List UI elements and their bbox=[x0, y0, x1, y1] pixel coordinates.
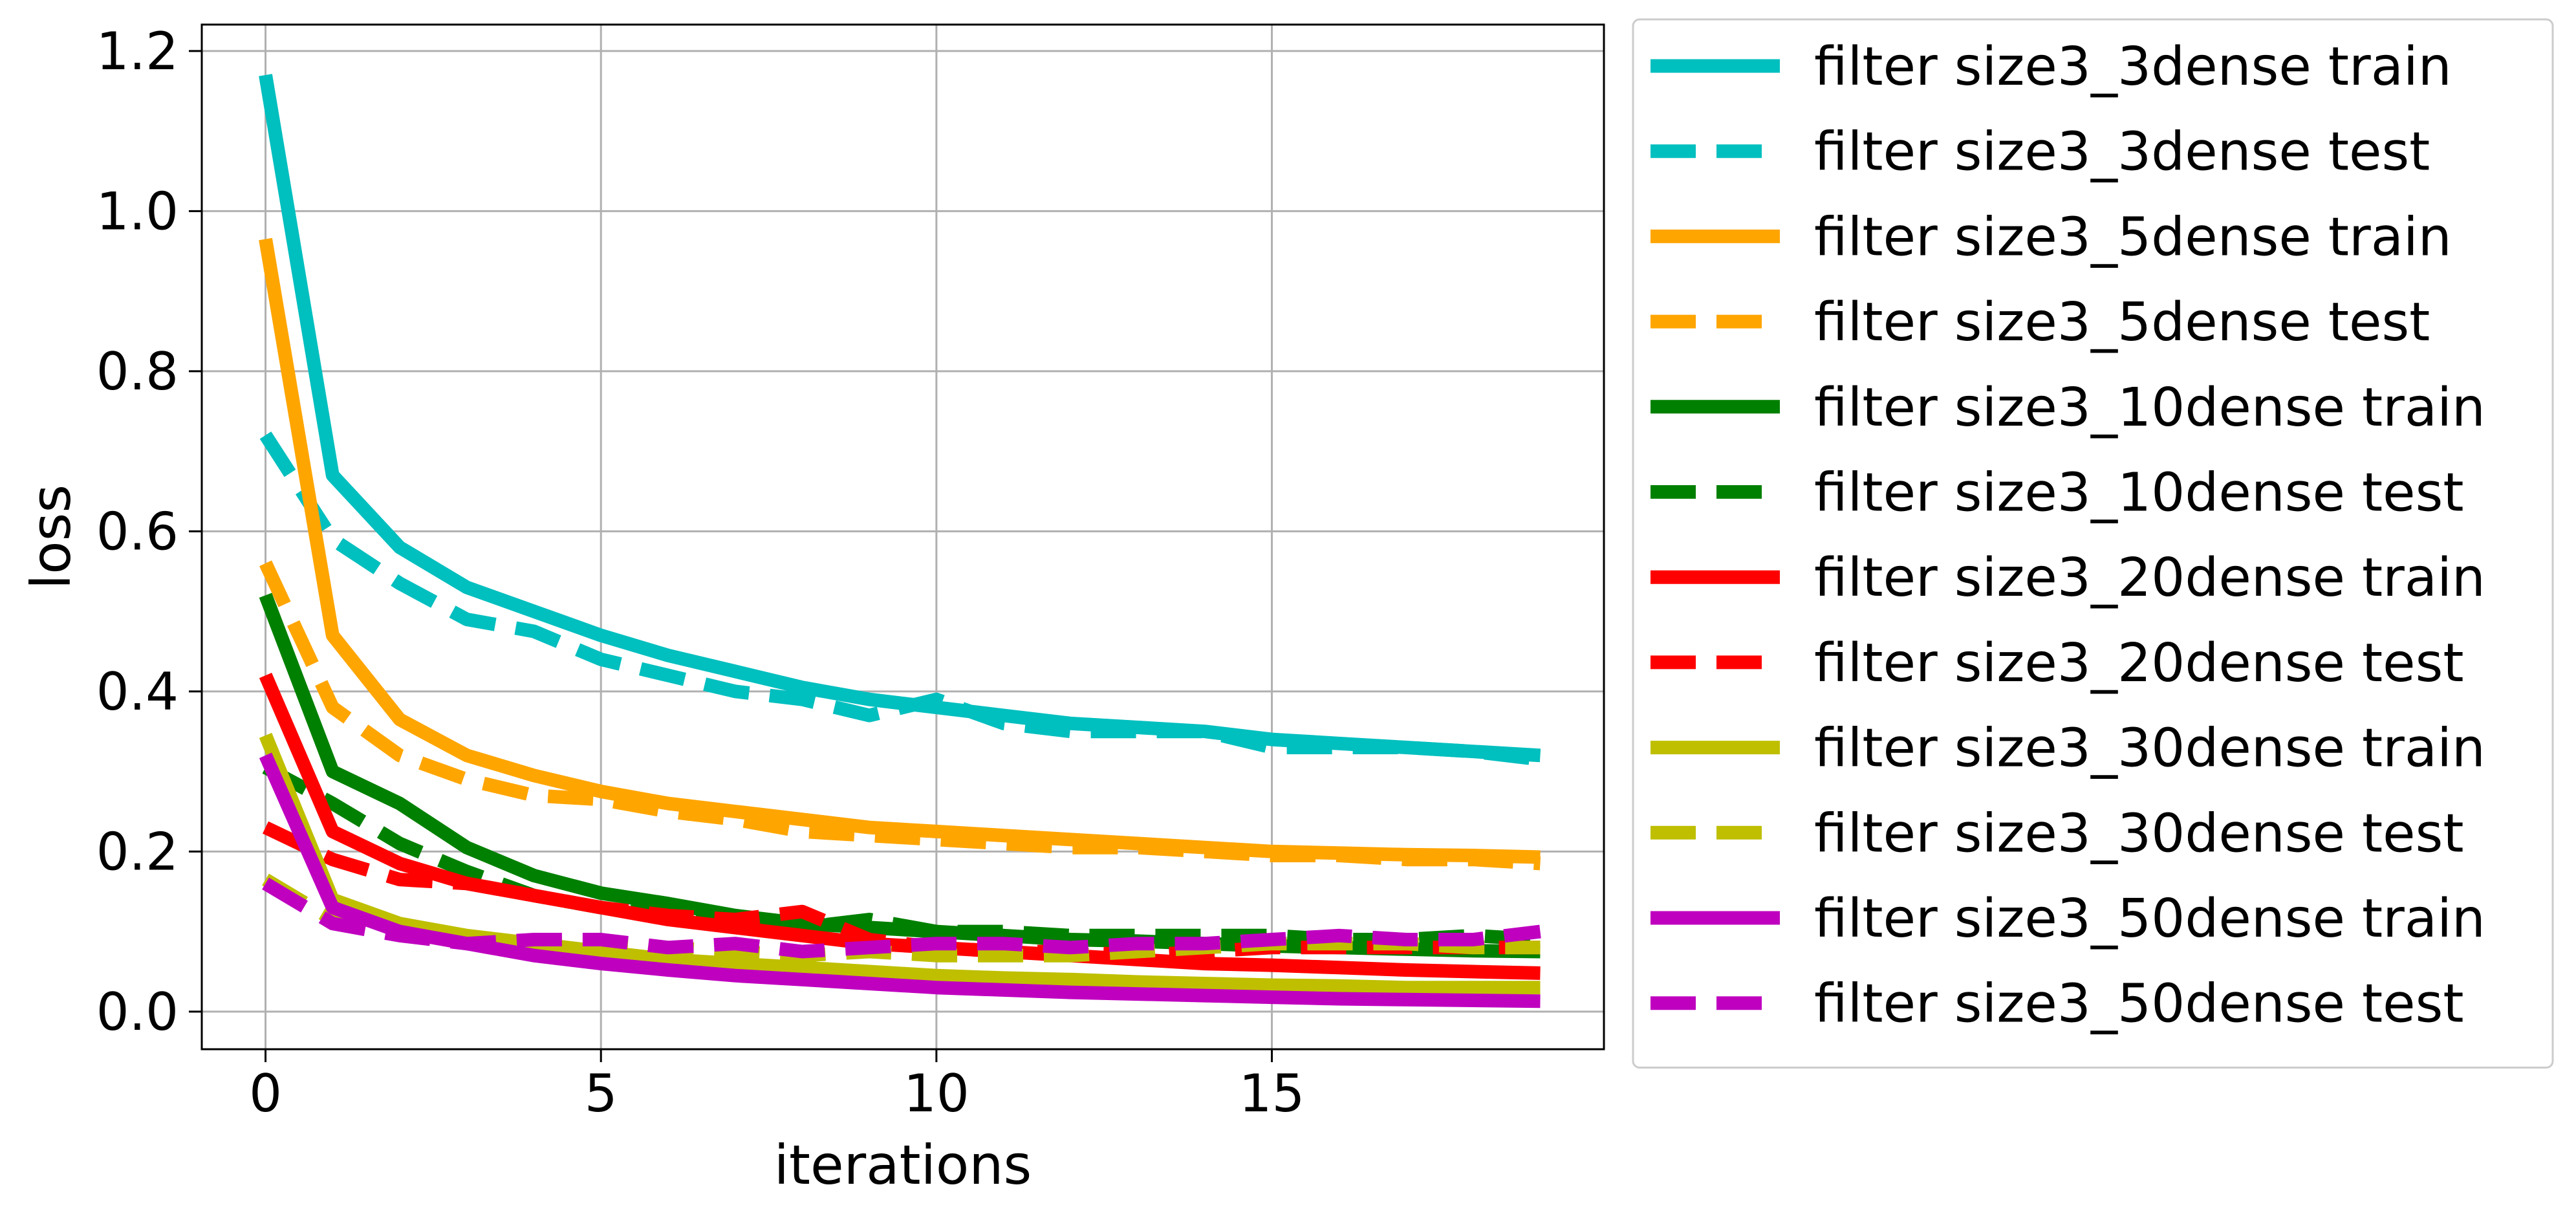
legend-entry-filter-size3-3dense-train: filter size3_3dense train bbox=[1651, 36, 2452, 98]
plot-frame bbox=[200, 23, 1605, 1051]
legend-label: filter size3_20dense test bbox=[1814, 633, 2464, 694]
y-tick-label: 0.8 bbox=[96, 342, 179, 402]
legend-entry-filter-size3-10dense-test: filter size3_10dense test bbox=[1651, 463, 2464, 524]
y-axis-label: loss bbox=[19, 485, 83, 589]
y-tick-label: 0.0 bbox=[96, 982, 179, 1042]
legend-label: filter size3_3dense train bbox=[1814, 36, 2452, 98]
legend-frame bbox=[1632, 18, 2554, 1069]
x-tick-label: 5 bbox=[585, 1063, 618, 1124]
legend-entry-filter-size3-5dense-test: filter size3_5dense test bbox=[1651, 292, 2430, 353]
x-tick-label: 0 bbox=[249, 1063, 282, 1124]
series-layer bbox=[259, 74, 1541, 1008]
legend-label: filter size3_50dense train bbox=[1814, 888, 2485, 950]
legend-entry-filter-size3-20dense-train: filter size3_20dense train bbox=[1651, 547, 2485, 609]
legend-entry-filter-size3-10dense-train: filter size3_10dense train bbox=[1651, 377, 2485, 439]
legend-label: filter size3_10dense train bbox=[1814, 377, 2485, 439]
series-line-filter-size3-3dense-train bbox=[259, 74, 1541, 763]
legend-entry-filter-size3-50dense-train: filter size3_50dense train bbox=[1651, 888, 2485, 950]
legend-entry-filter-size3-5dense-train: filter size3_5dense train bbox=[1651, 206, 2452, 268]
legend-label: filter size3_5dense test bbox=[1814, 292, 2430, 353]
legend-label: filter size3_30dense test bbox=[1814, 803, 2464, 864]
x-axis-label: iterations bbox=[774, 1133, 1032, 1197]
y-tick-label: 0.2 bbox=[96, 822, 179, 882]
legend-label: filter size3_20dense train bbox=[1814, 547, 2485, 609]
x-tick-label: 15 bbox=[1239, 1063, 1305, 1124]
series-line-filter-size3-5dense-train bbox=[259, 237, 1541, 864]
legend-entry-filter-size3-30dense-test: filter size3_30dense test bbox=[1651, 803, 2464, 864]
legend-label: filter size3_5dense train bbox=[1814, 206, 2452, 268]
series-line-filter-size3-5dense-test bbox=[259, 560, 1541, 871]
y-tick-label: 1.2 bbox=[96, 21, 179, 82]
y-tick-label: 1.0 bbox=[96, 181, 179, 241]
legend-label: filter size3_50dense test bbox=[1814, 974, 2464, 1035]
y-tick-label: 0.4 bbox=[96, 662, 179, 722]
legend-items: filter size3_3dense train filter size3_3d… bbox=[1651, 36, 2485, 1035]
legend-label: filter size3_30dense train bbox=[1814, 718, 2485, 779]
series-line-filter-size3-50dense-test bbox=[262, 877, 1541, 959]
x-tick-label: 10 bbox=[904, 1063, 969, 1124]
tick-layer: 0 5 10 15 0.0 0.2 0.4 0.6 0.8 1.0 1.2 bbox=[96, 21, 1305, 1124]
legend-entry-filter-size3-50dense-test: filter size3_50dense test bbox=[1651, 974, 2464, 1035]
grid-layer bbox=[202, 25, 1604, 1049]
legend-entry-filter-size3-20dense-test: filter size3_20dense test bbox=[1651, 633, 2464, 694]
legend-entry-filter-size3-3dense-test: filter size3_3dense test bbox=[1651, 122, 2430, 183]
series-line-filter-size3-3dense-test bbox=[259, 431, 1541, 767]
y-tick-label: 0.6 bbox=[96, 501, 179, 561]
legend: filter size3_3dense train filter size3_3d… bbox=[1632, 18, 2554, 1069]
legend-label: filter size3_10dense test bbox=[1814, 463, 2464, 524]
legend-entry-filter-size3-30dense-train: filter size3_30dense train bbox=[1651, 718, 2485, 779]
legend-label: filter size3_3dense test bbox=[1814, 122, 2430, 183]
